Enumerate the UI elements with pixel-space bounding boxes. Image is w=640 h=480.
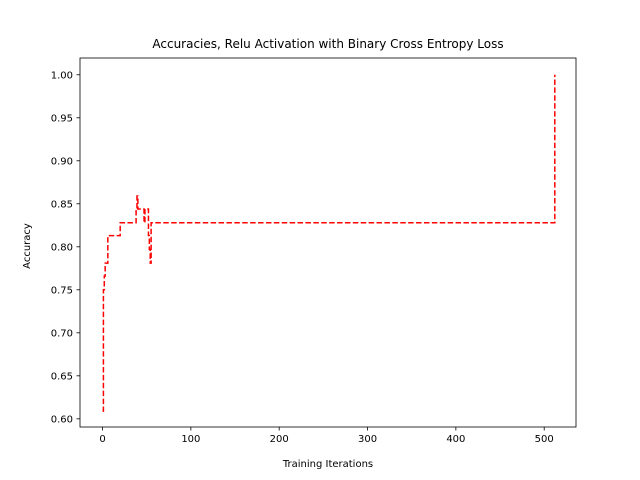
x-tick-label: 300 (358, 434, 377, 445)
y-tick-label: 0.65 (51, 371, 73, 382)
y-tick-label: 0.60 (51, 414, 73, 425)
x-tick-label: 100 (181, 434, 200, 445)
y-tick-label: 0.90 (51, 156, 73, 167)
x-tick-label: 400 (446, 434, 465, 445)
chart-title: Accuracies, Relu Activation with Binary … (152, 37, 503, 51)
x-tick-label: 200 (270, 434, 289, 445)
y-axis-label: Accuracy (22, 223, 33, 269)
y-tick-label: 0.70 (51, 328, 73, 339)
x-axis-label: Training Iterations (282, 459, 373, 470)
y-tick-label: 0.85 (51, 199, 73, 210)
axes-frame (79, 57, 577, 428)
y-tick-label: 1.00 (51, 70, 73, 81)
axes: 0 100 200 300 400 500 0.60 0.65 0.70 0.75 0.80 0.85… (51, 57, 577, 445)
y-tick-label: 0.95 (51, 113, 73, 124)
x-tick-label: 0 (99, 434, 105, 445)
y-tick-label: 0.75 (51, 285, 73, 296)
y-tick-label: 0.80 (51, 242, 73, 253)
x-tick-label: 500 (535, 434, 554, 445)
